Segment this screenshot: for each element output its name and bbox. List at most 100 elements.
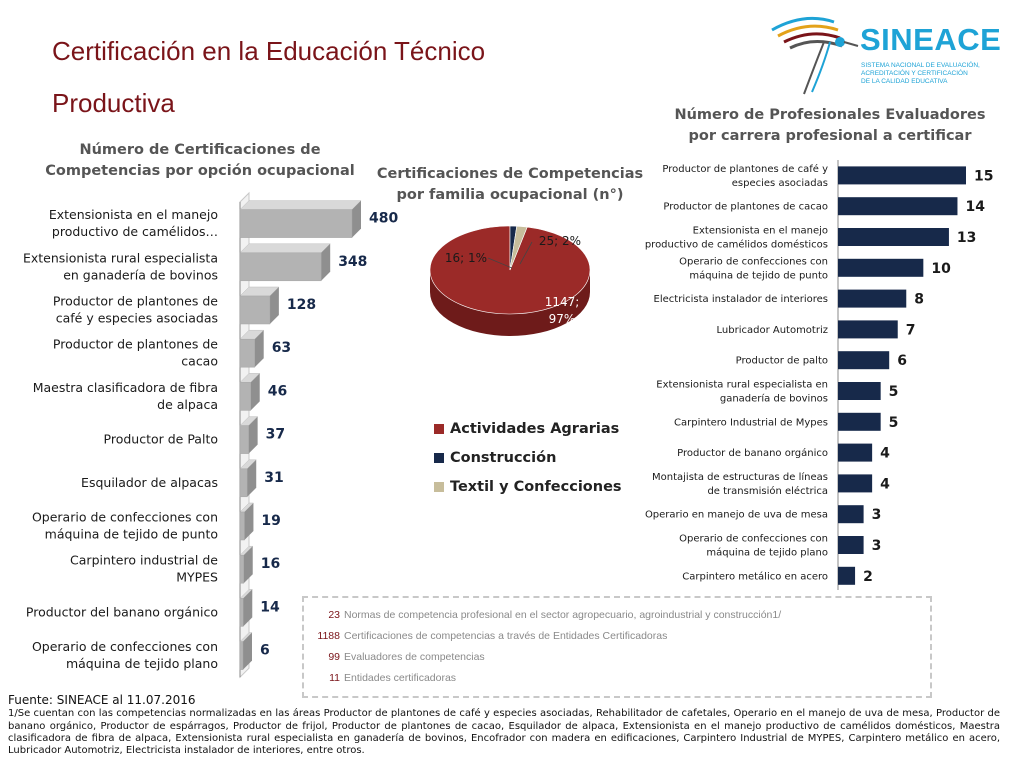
category-label: ganadería de bovinos [720,393,828,405]
slide-title-line2: Productiva [52,88,175,118]
category-label: máquina de tejido plano [706,547,828,559]
pie-data-label: 1147; [545,295,580,309]
bar-group: 10 Operario de confecciones con máquina de… [679,256,951,281]
hummingbird-logo-icon [771,16,859,95]
summary-text: Certificaciones de competencias a través… [344,630,668,642]
summary-number: 1188 [317,630,340,642]
bar-side-face [352,200,361,238]
bar-value-label: 2 [863,569,873,585]
bar [838,166,966,185]
logo-subtitle-line1: SISTEMA NACIONAL DE EVALUACIÓN, [861,62,980,69]
category-label: productivo de camélidos… [52,224,218,239]
bar-value-label: 31 [264,470,283,486]
bar-value-label: 5 [889,415,899,431]
category-label: Operario de confecciones con [679,256,828,267]
bar-top-face [239,200,362,210]
summary-row: 99 Evaluadores de competencias [304,651,485,663]
summary-text: Evaluadores de competencias [344,651,485,663]
category-label: productivo de camélidos domésticos [645,239,828,251]
summary-text: Entidades certificadoras [344,672,457,684]
legend-label: Textil y Confecciones [450,478,622,495]
summary-number: 99 [328,651,340,663]
right-chart-title: Número de Profesionales Evaluadores por … [660,105,1000,147]
bar-group: 2 Carpintero metálico en acero [682,566,873,585]
bar [239,295,271,325]
bar [239,425,249,454]
category-label: Operario de confecciones con [679,534,828,545]
bar-group: 348 Extensionista rural especialista en ga… [23,243,367,282]
footer-note: 1/Se cuentan con las competencias normal… [8,708,1000,757]
summary-row: 11 Entidades certificadoras [304,672,456,684]
legend-swatch-agrarias [434,423,444,434]
bar-value-label: 10 [931,261,951,277]
legend-label: Construcción [450,449,557,466]
category-label: máquina de tejido de punto [45,527,218,542]
pie-side-wall [430,270,590,336]
bar [838,412,881,431]
category-label: máquina de tejido de punto [689,269,828,281]
category-label: Electricista instalador de interiores [654,294,828,305]
category-label: Lubricador Automotriz [717,325,829,336]
bar-value-label: 13 [957,230,976,246]
bar [239,252,322,282]
category-label: Productor del banano orgánico [26,604,218,619]
bar-group: 63 Productor de plantones de cacao [53,329,291,369]
bar-group: 13 Extensionista en el manejo productivo d… [645,226,977,251]
bar [239,468,248,498]
bar-side-face [248,416,258,454]
bar [838,258,924,277]
summary-number: 11 [329,672,340,684]
bar-value-label: 19 [261,513,280,529]
mid-chart-title-line1: Certificaciones de Competencias [376,166,644,182]
category-label: MYPES [176,570,218,585]
sineace-logo: SINEACE SISTEMA NACIONAL DE EVALUACIÓN, … [764,12,1004,102]
bar-value-label: 14 [260,599,280,615]
category-label: café y especies asociadas [56,311,218,326]
bar-top-face [239,243,331,254]
legend-item-agrarias: Actividades Agrarias [434,414,622,443]
category-label: Productor de plantones de [53,294,218,309]
bar-value-label: 16 [261,556,280,572]
category-label: Productor de plantones de cacao [663,202,828,213]
category-label: máquina de tejido plano [66,656,218,671]
category-label: Productor de Palto [104,432,218,447]
summary-row: 1188 Certificaciones de competencias a tr… [304,630,667,642]
category-label: en ganadería de bovinos [63,267,218,282]
bar [239,641,244,670]
bar [239,554,244,584]
bar [838,443,873,462]
category-label: Extensionista en el manejo [49,207,218,222]
bar-value-label: 37 [266,427,285,443]
bar-value-label: 6 [897,353,907,369]
bar [239,598,244,627]
left-chart-title: Número de Certificaciones de Competencia… [40,140,360,182]
summary-number: 23 [328,609,340,621]
bar-group: 16 Carpintero industrial de MYPES [70,545,280,585]
pie-data-label: 97% [549,312,576,326]
bar-group: 5 Extensionista rural especialista en gana… [656,380,898,405]
category-label: Extensionista rural especialista en [656,380,828,391]
category-label: Carpintero metálico en acero [682,570,828,582]
bar-side-face [243,546,253,584]
category-label: de transmisión eléctrica [707,485,828,497]
bar-side-face [244,503,254,540]
bar-group: 3 Operario en manejo de uva de mesa [645,505,881,524]
bar [838,505,864,524]
bar-side-face [254,330,264,368]
category-label: especies asociadas [732,178,828,189]
bar-group: 7 Lubricador Automotriz [717,320,915,339]
slide-title-line1: Certificación en la Educación Técnico [52,36,486,66]
footer: Fuente: SINEACE al 11.07.2016 1/Se cuent… [8,694,1000,757]
bar [838,228,949,246]
pie-legend: Actividades Agrarias Construcción Textil… [434,414,622,501]
bar-group: 6 Operario de confecciones con máquina de … [32,632,270,671]
bar-value-label: 6 [260,643,270,659]
bar-group: 15 Productor de plantones de café y especi… [662,163,993,189]
logo-subtitle-line2: ACREDITACIÓN Y CERTIFICACIÓN [861,70,968,77]
bar-value-label: 15 [974,168,993,184]
bar-side-face [269,287,279,324]
bar-value-label: 4 [880,476,890,492]
bar-group: 19 Operario de confecciones con máquina de… [32,502,281,542]
bar [239,338,255,368]
category-label: de alpaca [157,397,218,412]
